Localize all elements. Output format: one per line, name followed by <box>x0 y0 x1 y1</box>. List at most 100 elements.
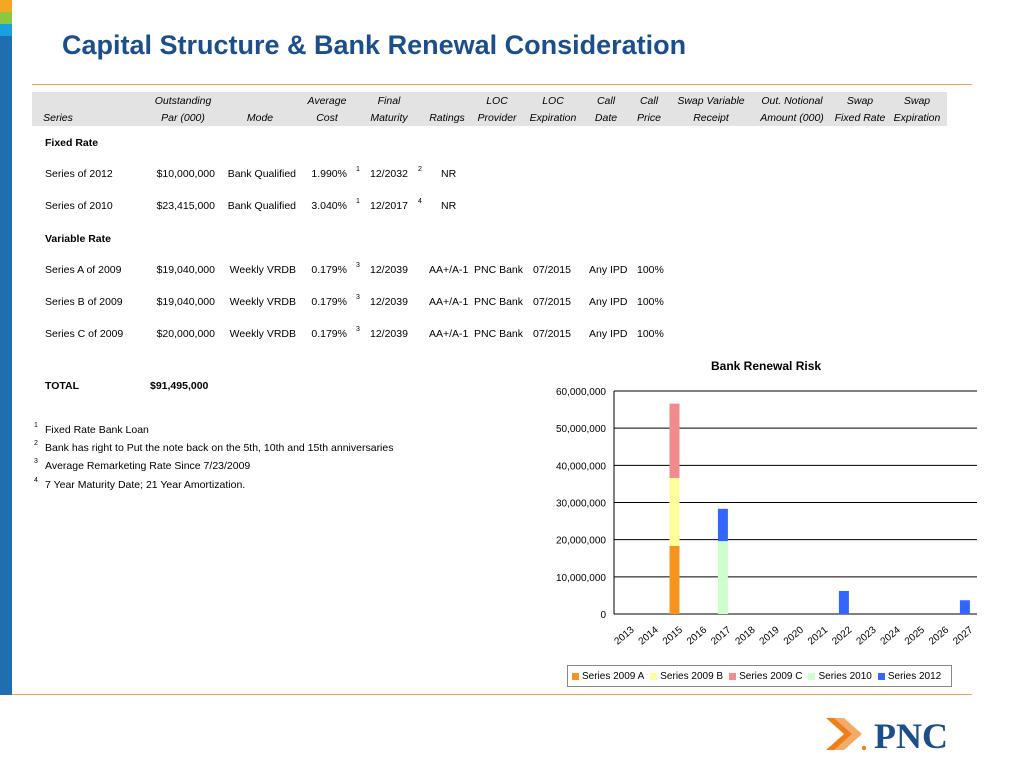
footnote-number: 3 <box>34 458 38 465</box>
row-par: $10,000,000 <box>156 168 215 180</box>
table-header <box>32 92 947 126</box>
x-tick-label: 2024 <box>879 624 903 647</box>
row-call-date: Any IPD <box>589 296 628 308</box>
row-cost-footnote: 3 <box>356 326 360 333</box>
header-row1-col-13: Swap <box>903 95 931 107</box>
x-tick-label: 2026 <box>927 624 951 647</box>
legend-swatch <box>729 672 737 680</box>
row-ratings: AA+/A-1 <box>429 296 469 308</box>
legend-item: Series 2010 <box>808 671 872 682</box>
footnote-text: Average Remarketing Rate Since 7/23/2009 <box>45 460 251 472</box>
legend-label: Series 2009 C <box>739 670 803 682</box>
accent-square-orange <box>0 0 12 12</box>
accent-square-cyan <box>0 24 12 36</box>
header-row2-col-2: Mode <box>246 112 274 124</box>
header-row1-col-12: Swap <box>846 95 874 107</box>
row-ratings: AA+/A-1 <box>429 328 469 340</box>
row-maturity-footnote: 4 <box>418 198 422 205</box>
section-variable-rate: Variable Rate <box>45 233 111 245</box>
header-row1-col-4: Final <box>377 95 401 107</box>
x-tick-label: 2022 <box>830 624 854 647</box>
x-tick-label: 2014 <box>637 624 661 647</box>
row-cost-footnote: 1 <box>356 166 360 173</box>
legend-item: Series 2009 B <box>650 671 723 682</box>
header-row2-col-10: Receipt <box>693 112 729 124</box>
row-maturity: 12/2017 <box>370 200 408 212</box>
row-loc-provider: PNC Bank <box>474 328 524 340</box>
legend-swatch <box>572 672 579 680</box>
bar-series-2010-2017 <box>717 541 728 614</box>
legend-label: Series 2009 A <box>582 670 645 682</box>
legend-label: Series 2009 B <box>660 670 724 682</box>
section-fixed-rate: Fixed Rate <box>45 137 99 149</box>
header-row1-col-1: Outstanding <box>154 95 212 107</box>
header-row2-col-9: Price <box>637 112 661 124</box>
footnote-text: Fixed Rate Bank Loan <box>45 424 149 436</box>
row-maturity: 12/2032 <box>370 168 408 180</box>
row-cost-footnote: 3 <box>356 294 360 301</box>
x-tick-label: 2015 <box>661 624 685 647</box>
row-call-price: 100% <box>637 264 664 276</box>
total-value: $91,495,000 <box>150 380 209 392</box>
legend-item: Series 2009 C <box>729 671 802 682</box>
pnc-logo-text: PNC <box>874 716 948 754</box>
footnote-number: 1 <box>34 422 38 429</box>
bar-series-2012-2022 <box>838 590 849 614</box>
row-par: $19,040,000 <box>156 296 215 308</box>
footnote-text: 7 Year Maturity Date; 21 Year Amortizati… <box>45 479 246 491</box>
bar-series-2012-2017 <box>717 508 728 542</box>
row-call-date: Any IPD <box>589 264 628 276</box>
bar-series-2009-b-2015 <box>669 477 680 546</box>
row-cost-footnote: 3 <box>356 262 360 269</box>
row-series: Series C of 2009 <box>45 328 124 340</box>
chart-legend: Series 2009 A Series 2009 B Series 2009 C S… <box>567 665 953 687</box>
footer-divider <box>12 694 972 695</box>
header-row2-col-4: Maturity <box>370 112 408 124</box>
header-row2-col-7: Expiration <box>529 112 577 124</box>
legend-label: Series 2012 <box>887 670 942 682</box>
row-ratings: NR <box>441 168 457 180</box>
y-tick-label: 10,000,000 <box>556 573 606 584</box>
header-row1-col-10: Swap Variable <box>677 95 745 107</box>
row-maturity: 12/2039 <box>370 296 408 308</box>
header-row1-col-8: Call <box>596 95 616 107</box>
row-par: $20,000,000 <box>156 328 215 340</box>
header-row2-col-11: Amount (000) <box>760 112 824 124</box>
header-row2-col-12: Fixed Rate <box>834 112 886 124</box>
row-loc-expiration: 07/2015 <box>533 296 571 308</box>
y-tick-label: 0 <box>600 610 606 621</box>
row-par: $19,040,000 <box>156 264 215 276</box>
bar-series-2009-a-2015 <box>669 545 680 614</box>
header-row2-col-6: Provider <box>477 112 517 124</box>
row-cost-footnote: 1 <box>356 198 360 205</box>
row-maturity-footnote: 2 <box>418 166 422 173</box>
row-call-date: Any IPD <box>589 328 628 340</box>
legend-swatch <box>808 672 816 680</box>
total-label: TOTAL <box>45 380 80 392</box>
row-maturity: 12/2039 <box>370 264 408 276</box>
y-tick-label: 50,000,000 <box>556 424 606 435</box>
row-loc-expiration: 07/2015 <box>533 328 571 340</box>
row-cost: 0.179% <box>311 328 347 340</box>
x-tick-label: 2018 <box>733 624 757 647</box>
row-maturity: 12/2039 <box>370 328 408 340</box>
x-tick-label: 2021 <box>806 624 830 647</box>
header-row1-col-9: Call <box>639 95 659 107</box>
x-tick-label: 2013 <box>612 624 636 647</box>
row-mode: Bank Qualified <box>227 200 296 212</box>
row-call-price: 100% <box>637 328 664 340</box>
header-row2-col-13: Expiration <box>893 112 941 124</box>
header-row1-col-6: LOC <box>486 95 508 107</box>
header-row1-col-3: Average <box>307 95 347 107</box>
row-cost: 1.990% <box>311 168 347 180</box>
legend-item: Series 2012 <box>877 670 942 682</box>
pnc-logo-icon <box>826 718 867 751</box>
legend-swatch <box>877 672 885 680</box>
row-cost: 0.179% <box>311 296 347 308</box>
bar-series-2009-c-2015 <box>669 403 680 478</box>
row-mode: Bank Qualified <box>227 168 296 180</box>
row-mode: Weekly VRDB <box>229 328 296 340</box>
header-row1-col-11: Out. Notional <box>761 95 823 107</box>
row-mode: Weekly VRDB <box>229 296 296 308</box>
header-row2-col-0: Series <box>43 112 73 124</box>
